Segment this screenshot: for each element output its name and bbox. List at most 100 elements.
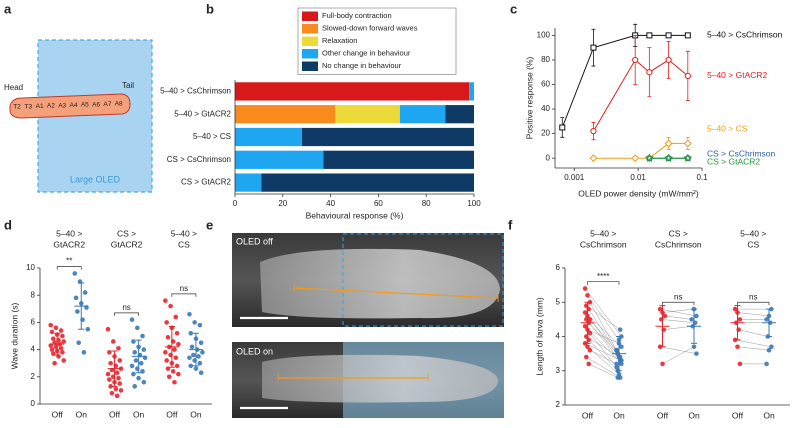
data-point — [129, 363, 135, 369]
data-point — [585, 344, 590, 350]
data-point — [105, 371, 111, 377]
data-point — [189, 344, 195, 350]
marker — [665, 32, 672, 39]
y-tick-label: 20 — [541, 129, 550, 138]
data-point — [168, 303, 173, 309]
marker — [631, 154, 640, 163]
y-axis-label: Length of larva (mm) — [534, 297, 544, 376]
data-point — [107, 377, 112, 382]
group-title: 5–40 > — [171, 228, 197, 238]
data-point — [117, 358, 123, 363]
pair-line — [663, 325, 693, 330]
panel-label: b — [206, 1, 214, 16]
pair-line — [586, 305, 621, 330]
bar-segment — [261, 173, 474, 192]
marker — [684, 72, 691, 79]
y-tick-label: 4 — [556, 332, 561, 341]
legend-swatch — [302, 49, 318, 59]
data-point — [131, 339, 136, 344]
pair-line — [587, 346, 620, 375]
data-point — [691, 344, 697, 350]
legend-swatch — [302, 61, 318, 71]
y-tick-label: 0 — [31, 399, 36, 408]
x-tick-label: 0.1 — [696, 173, 708, 182]
data-point — [766, 347, 772, 353]
data-point — [619, 358, 624, 363]
x-tick-label: On — [763, 410, 775, 420]
segment-label: A3 — [58, 102, 66, 109]
data-point — [82, 290, 88, 295]
data-point — [196, 354, 201, 359]
data-point — [49, 347, 55, 352]
y-axis-label: Positive response (%) — [524, 56, 534, 139]
mean-sd — [687, 308, 701, 344]
group-title: CsChrimson — [655, 239, 702, 249]
data-point — [76, 340, 81, 346]
data-point — [164, 358, 169, 363]
x-tick-label: On — [133, 409, 145, 419]
mean-sd — [50, 332, 65, 356]
significance-bracket — [171, 293, 197, 297]
group-title: CsChrimson — [580, 239, 627, 249]
pair-line — [737, 312, 770, 317]
panel-label: a — [4, 1, 12, 16]
group-title: 5–40 > — [56, 228, 82, 238]
larva — [9, 93, 131, 119]
data-point — [188, 330, 194, 336]
data-point — [174, 330, 180, 336]
pair-line — [588, 322, 618, 354]
x-tick-label: On — [613, 410, 625, 420]
legend-box — [297, 7, 457, 75]
y-tick-label: 40 — [541, 104, 550, 113]
tail-label: Tail — [122, 81, 134, 90]
mean-sd — [74, 282, 89, 330]
data-point — [52, 360, 57, 366]
data-point — [114, 370, 120, 376]
category-label: CS > CsChrimson — [167, 155, 231, 164]
series-label: 5–40 > CsChrimson — [707, 30, 783, 40]
x-tick-label: 0.01 — [630, 173, 646, 182]
data-point — [61, 339, 66, 344]
data-point — [61, 358, 66, 363]
mean-sd — [655, 305, 670, 348]
y-tick-label: 100 — [537, 30, 551, 39]
pair-line — [588, 339, 618, 371]
y-tick-label: 2 — [556, 400, 561, 409]
x-tick-label: Off — [732, 410, 744, 420]
mean-sd — [188, 332, 203, 367]
data-point — [60, 333, 65, 339]
data-point — [141, 347, 147, 352]
marker — [665, 56, 672, 64]
x-tick-label: 0.001 — [564, 173, 585, 182]
x-tick-label: 0 — [233, 199, 238, 208]
x-tick-label: Off — [657, 410, 669, 420]
pair-line — [589, 319, 617, 351]
marker — [646, 69, 653, 76]
series-label: CS > GtACR2 — [707, 156, 760, 166]
segment-label: A8 — [115, 101, 123, 108]
data-point — [737, 361, 743, 367]
series-line — [593, 59, 689, 132]
data-point — [176, 371, 181, 377]
data-point — [614, 361, 619, 367]
data-point — [108, 384, 113, 389]
marker — [664, 153, 674, 163]
data-point — [764, 361, 769, 367]
data-point — [108, 360, 113, 366]
significance-label: ns — [180, 284, 188, 293]
marker — [559, 124, 566, 131]
data-point — [174, 363, 180, 369]
data-point — [85, 326, 91, 332]
pair-line — [584, 343, 622, 361]
segment-label: A1 — [36, 103, 44, 110]
segment-label: T3 — [25, 103, 33, 110]
y-tick-label: 6 — [31, 318, 36, 327]
y-tick-label: 2 — [31, 372, 36, 381]
segment-label: T2 — [13, 104, 21, 111]
legend-swatch — [302, 36, 318, 46]
significance-label: ns — [674, 292, 682, 301]
marker — [646, 32, 653, 39]
photo-panel: OLED off OLED on — [232, 233, 504, 418]
segment-label: A4 — [70, 102, 78, 109]
data-point — [197, 360, 203, 366]
